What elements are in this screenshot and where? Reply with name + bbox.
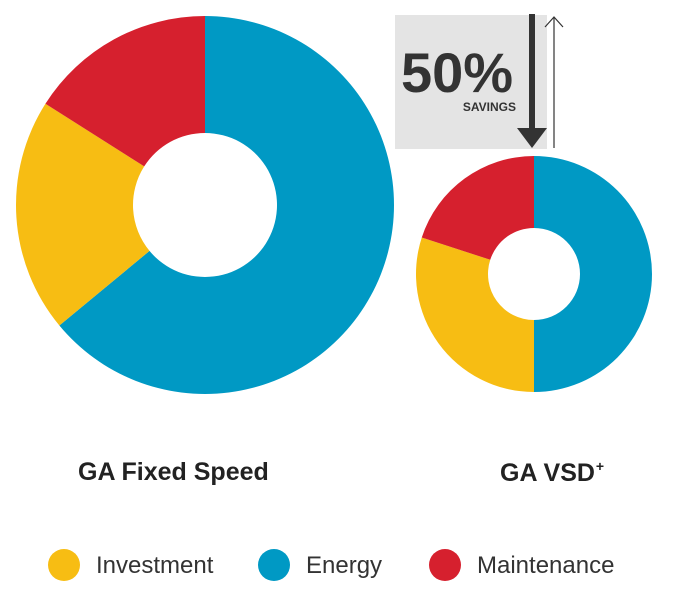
- slice-maintenance: [45, 15, 205, 167]
- slice-energy: [534, 156, 652, 392]
- donut-ga-vsd: [416, 156, 652, 392]
- slice-investment: [15, 103, 150, 326]
- caption-ga-vsd-text: GA VSD: [500, 459, 595, 487]
- down-arrow-icon: [517, 128, 547, 148]
- savings-box: [395, 15, 547, 149]
- legend-swatch-maintenance: [429, 549, 461, 581]
- caption-ga-vsd-superscript: +: [595, 458, 605, 474]
- savings-label: SAVINGS: [463, 100, 516, 114]
- legend-swatch-energy: [258, 549, 290, 581]
- legend-label-energy: Energy: [306, 552, 383, 579]
- slice-investment: [416, 237, 534, 392]
- legend-swatch-investment: [48, 549, 80, 581]
- caption-ga-fixed-speed: GA Fixed Speed: [78, 458, 269, 487]
- legend-label-maintenance: Maintenance: [477, 552, 615, 579]
- slice-maintenance: [421, 156, 534, 260]
- legend-label-investment: Investment: [96, 552, 214, 579]
- savings-value: 50%: [401, 41, 513, 104]
- caption-ga-vsd: GA VSD+: [500, 458, 604, 488]
- caption-ga-fixed-speed-text: GA Fixed Speed: [78, 458, 269, 486]
- donut-ga-fixed-speed: [15, 15, 395, 395]
- legend: Investment Energy Maintenance: [0, 544, 675, 584]
- up-arrow-icon: [544, 16, 564, 28]
- slice-energy: [59, 16, 395, 395]
- savings-callout: 50% SAVINGS: [395, 14, 564, 149]
